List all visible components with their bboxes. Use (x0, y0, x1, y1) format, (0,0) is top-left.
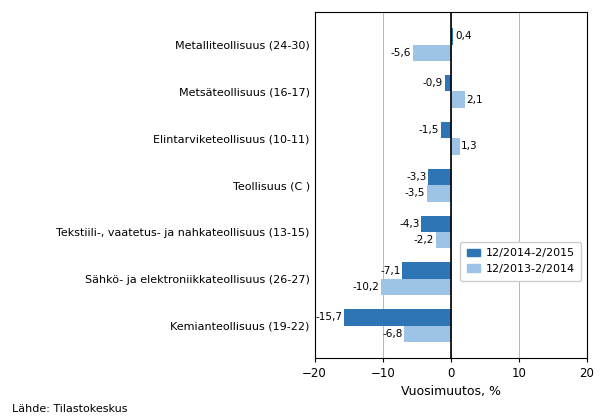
Bar (404, 326, 451, 342)
Text: -6,8: -6,8 (382, 329, 403, 339)
Bar (451, 138, 460, 155)
X-axis label: Vuosimuutos, %: Vuosimuutos, % (401, 385, 501, 399)
Bar (422, 215, 451, 232)
Bar (440, 122, 451, 138)
Bar (381, 279, 451, 295)
Text: -3,3: -3,3 (406, 172, 427, 182)
Text: -15,7: -15,7 (315, 312, 342, 322)
Text: 0,4: 0,4 (455, 31, 472, 41)
Bar (436, 232, 451, 248)
Text: -10,2: -10,2 (353, 282, 379, 292)
Bar (445, 75, 451, 92)
Bar (344, 309, 451, 326)
Text: Lähde: Tilastokeskus: Lähde: Tilastokeskus (12, 404, 128, 414)
Text: -0,9: -0,9 (423, 78, 443, 88)
Text: 2,1: 2,1 (466, 94, 483, 104)
Legend: 12/2014-2/2015, 12/2013-2/2014: 12/2014-2/2015, 12/2013-2/2014 (460, 242, 581, 280)
Bar (402, 262, 451, 279)
Text: -2,2: -2,2 (414, 235, 434, 245)
Bar (413, 45, 451, 61)
Text: -3,5: -3,5 (405, 188, 425, 198)
Text: -5,6: -5,6 (391, 48, 411, 58)
Bar (428, 169, 451, 185)
Text: 1,3: 1,3 (461, 141, 478, 151)
Text: -7,1: -7,1 (381, 266, 401, 276)
Bar (451, 28, 454, 45)
Text: -1,5: -1,5 (419, 125, 439, 135)
Bar (427, 185, 451, 201)
Text: -4,3: -4,3 (399, 219, 420, 229)
Bar (451, 92, 465, 108)
